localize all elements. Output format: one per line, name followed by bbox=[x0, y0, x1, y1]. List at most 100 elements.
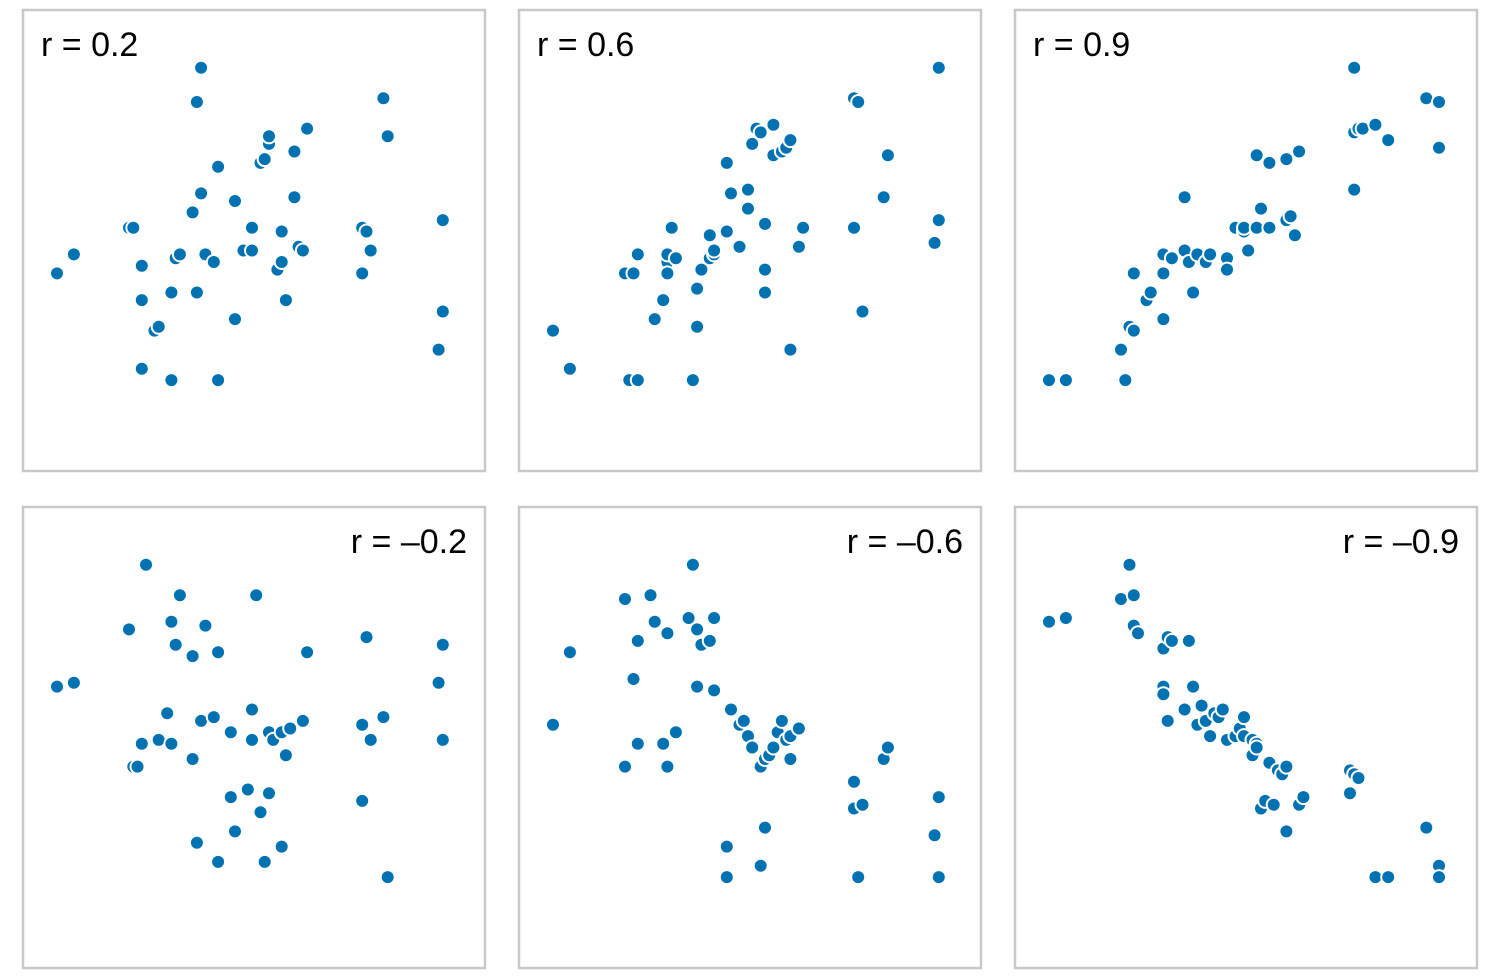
data-point bbox=[1185, 678, 1202, 695]
data-point bbox=[256, 151, 273, 168]
data-point bbox=[701, 227, 718, 244]
data-point bbox=[1265, 796, 1282, 813]
data-point bbox=[138, 556, 154, 573]
data-point bbox=[1295, 789, 1312, 806]
data-point bbox=[706, 242, 723, 259]
data-point bbox=[354, 265, 371, 282]
data-point bbox=[926, 234, 943, 251]
data-point bbox=[205, 709, 222, 726]
data-point bbox=[765, 116, 782, 133]
data-point bbox=[545, 322, 561, 339]
data-point bbox=[1057, 372, 1074, 389]
data-point bbox=[362, 731, 379, 748]
data-point bbox=[273, 254, 290, 270]
data-point bbox=[1261, 219, 1278, 236]
data-point bbox=[430, 674, 447, 691]
data-point bbox=[188, 94, 205, 110]
data-point bbox=[277, 747, 294, 764]
data-point bbox=[773, 712, 790, 729]
data-point bbox=[1346, 181, 1363, 198]
correlation-label: r = 0.6 bbox=[537, 26, 634, 64]
data-point bbox=[850, 869, 867, 886]
data-point bbox=[757, 819, 773, 836]
data-point bbox=[689, 280, 706, 297]
data-point bbox=[846, 773, 862, 790]
data-point bbox=[689, 621, 706, 638]
data-point bbox=[744, 739, 761, 756]
data-point bbox=[782, 341, 799, 358]
data-point bbox=[642, 587, 659, 604]
data-point bbox=[434, 212, 451, 229]
data-point bbox=[629, 632, 646, 649]
correlation-label: r = 0.9 bbox=[1033, 26, 1130, 64]
data-point bbox=[121, 621, 137, 638]
correlation-label: r = –0.6 bbox=[847, 523, 963, 561]
data-point bbox=[210, 644, 227, 661]
data-point bbox=[184, 648, 201, 665]
data-point bbox=[1278, 823, 1295, 840]
data-point bbox=[1253, 200, 1269, 217]
data-point bbox=[846, 219, 862, 236]
data-point bbox=[617, 591, 633, 607]
data-point bbox=[1248, 739, 1265, 756]
data-point bbox=[358, 629, 375, 646]
scatter-panel-1: r = 0.2 bbox=[21, 8, 487, 473]
data-point bbox=[723, 185, 739, 202]
data-point bbox=[706, 610, 723, 626]
data-point bbox=[930, 212, 947, 229]
data-point bbox=[163, 613, 180, 630]
data-point bbox=[65, 246, 82, 263]
data-point bbox=[706, 682, 723, 699]
data-point bbox=[163, 284, 180, 301]
data-point bbox=[765, 739, 782, 756]
data-point bbox=[795, 219, 812, 236]
data-point bbox=[261, 785, 277, 802]
data-point bbox=[646, 311, 663, 328]
data-point bbox=[1125, 322, 1142, 339]
data-point bbox=[210, 853, 227, 870]
data-point bbox=[1418, 819, 1435, 836]
data-point bbox=[133, 360, 150, 377]
data-point bbox=[689, 318, 706, 335]
data-point bbox=[430, 341, 447, 358]
data-point bbox=[1278, 151, 1295, 168]
data-point bbox=[718, 869, 735, 886]
data-point bbox=[1121, 556, 1138, 573]
data-point bbox=[854, 303, 871, 320]
data-point bbox=[1113, 341, 1129, 358]
data-point bbox=[227, 193, 243, 209]
data-point bbox=[625, 671, 642, 687]
data-point bbox=[210, 158, 227, 175]
data-point bbox=[1380, 132, 1397, 149]
data-point bbox=[129, 758, 146, 775]
data-point bbox=[689, 678, 706, 695]
data-point bbox=[782, 751, 799, 767]
data-point bbox=[561, 360, 578, 377]
data-point bbox=[1041, 613, 1057, 630]
data-point bbox=[757, 261, 773, 278]
data-point bbox=[629, 735, 646, 752]
data-point bbox=[693, 261, 710, 278]
data-point bbox=[1057, 610, 1074, 626]
data-point bbox=[239, 781, 256, 798]
data-point bbox=[1155, 311, 1172, 328]
data-point bbox=[159, 705, 176, 722]
panel-frame bbox=[517, 8, 983, 473]
data-point bbox=[184, 204, 201, 221]
data-point bbox=[150, 318, 167, 335]
data-point bbox=[684, 372, 701, 389]
data-point bbox=[1240, 242, 1257, 259]
data-point bbox=[286, 189, 303, 206]
data-point bbox=[1219, 261, 1235, 278]
data-point bbox=[244, 701, 260, 718]
data-point bbox=[362, 242, 379, 259]
data-point bbox=[1380, 869, 1397, 886]
scatter-panel-4: r = –0.2 bbox=[21, 505, 487, 970]
data-point bbox=[244, 242, 260, 259]
data-point bbox=[735, 712, 752, 729]
data-point bbox=[379, 128, 396, 145]
data-point bbox=[625, 265, 642, 282]
data-point bbox=[261, 128, 277, 145]
data-point bbox=[434, 303, 451, 320]
